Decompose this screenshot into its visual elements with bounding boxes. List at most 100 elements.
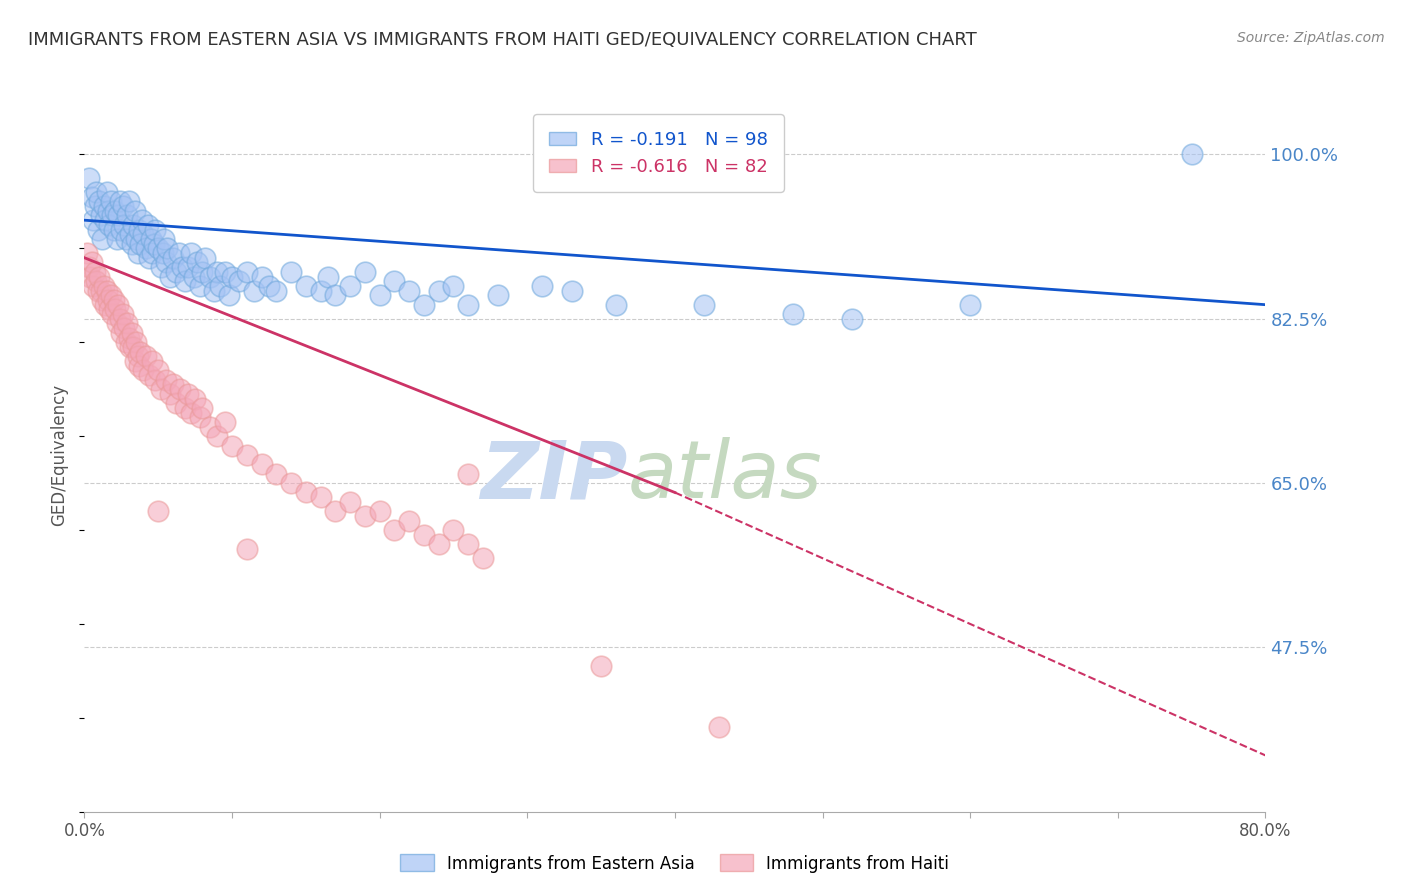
Point [120, 227, 142, 242]
Point [84, 274, 107, 288]
Point [97, 203, 120, 218]
Point [89, 269, 111, 284]
Point [118, 194, 141, 209]
Point [107, 209, 129, 223]
Point [128, 359, 150, 373]
Point [110, 326, 132, 340]
Point [83, 199, 105, 213]
Point [398, 514, 420, 528]
Point [114, 232, 136, 246]
Point [530, 279, 553, 293]
Point [131, 213, 153, 227]
Point [121, 236, 143, 251]
Point [148, 363, 170, 377]
Point [205, 429, 228, 443]
Point [152, 246, 174, 260]
Point [105, 317, 128, 331]
Point [141, 354, 163, 368]
Point [368, 504, 391, 518]
Point [76, 246, 98, 260]
Point [398, 284, 420, 298]
Point [165, 265, 187, 279]
Point [221, 438, 243, 452]
Point [100, 194, 122, 209]
Point [209, 279, 232, 293]
Point [90, 209, 112, 223]
Point [354, 265, 377, 279]
Point [96, 185, 118, 199]
Point [98, 302, 121, 317]
Point [441, 279, 464, 293]
Point [153, 232, 176, 246]
Point [228, 274, 250, 288]
Point [94, 298, 117, 312]
Point [782, 307, 804, 321]
Point [120, 340, 142, 354]
Point [111, 199, 134, 213]
Point [173, 401, 195, 415]
Point [138, 368, 160, 383]
Point [170, 260, 193, 274]
Point [111, 307, 134, 321]
Point [382, 274, 406, 288]
Point [194, 251, 217, 265]
Legend: Immigrants from Eastern Asia, Immigrants from Haiti: Immigrants from Eastern Asia, Immigrants… [394, 847, 956, 880]
Point [180, 406, 202, 420]
Point [339, 495, 361, 509]
Point [138, 251, 160, 265]
Point [91, 232, 114, 246]
Point [709, 720, 731, 734]
Point [159, 387, 181, 401]
Point [191, 265, 214, 279]
Point [155, 373, 177, 387]
Point [108, 194, 131, 209]
Point [169, 382, 191, 396]
Point [112, 218, 135, 232]
Point [173, 274, 195, 288]
Point [295, 485, 318, 500]
Point [441, 523, 464, 537]
Point [295, 279, 318, 293]
Point [91, 293, 114, 307]
Point [316, 269, 339, 284]
Point [150, 382, 173, 396]
Point [214, 265, 236, 279]
Point [180, 246, 202, 260]
Point [94, 213, 117, 227]
Point [122, 218, 145, 232]
Point [236, 265, 259, 279]
Point [77, 260, 100, 274]
Point [202, 284, 225, 298]
Point [427, 284, 450, 298]
Point [89, 194, 111, 209]
Point [188, 410, 211, 425]
Point [79, 269, 101, 284]
Point [101, 209, 124, 223]
Point [148, 241, 170, 255]
Point [165, 396, 187, 410]
Point [97, 293, 120, 307]
Point [162, 251, 184, 265]
Point [148, 504, 170, 518]
Point [605, 298, 627, 312]
Text: ZIP: ZIP [481, 437, 627, 516]
Point [250, 269, 273, 284]
Point [135, 349, 157, 363]
Legend: R = -0.191   N = 98, R = -0.616   N = 82: R = -0.191 N = 98, R = -0.616 N = 82 [533, 114, 785, 192]
Point [486, 288, 509, 302]
Point [93, 279, 115, 293]
Point [125, 232, 148, 246]
Point [472, 551, 495, 566]
Point [83, 265, 105, 279]
Point [413, 298, 436, 312]
Point [143, 373, 166, 387]
Point [309, 490, 332, 504]
Point [214, 415, 236, 429]
Point [77, 170, 100, 185]
Point [236, 541, 259, 556]
Point [159, 269, 181, 284]
Point [124, 354, 146, 368]
Point [591, 659, 613, 673]
Point [107, 298, 129, 312]
Point [132, 227, 155, 242]
